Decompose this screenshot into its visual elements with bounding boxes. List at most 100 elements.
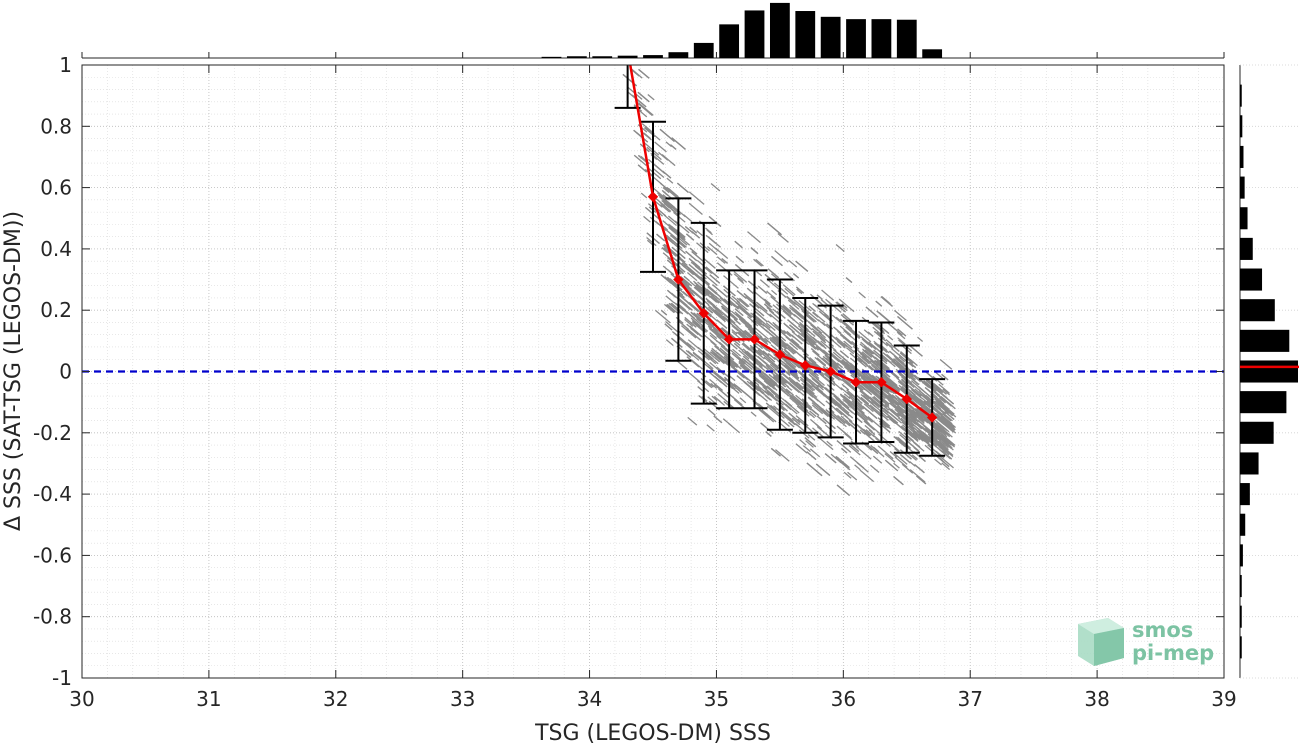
- scatter-point: [646, 146, 662, 161]
- scatter-point: [799, 439, 807, 446]
- scatter-point: [940, 415, 955, 428]
- scatter-point: [708, 322, 719, 332]
- scatter-point: [824, 387, 834, 395]
- scatter-point: [697, 386, 704, 392]
- scatter-point: [837, 405, 850, 417]
- scatter-point: [875, 300, 883, 307]
- scatter-point: [872, 455, 883, 464]
- scatter-point: [899, 454, 911, 464]
- scatter-point: [688, 257, 701, 269]
- scatter-point: [638, 68, 650, 79]
- scatter-point: [750, 346, 765, 360]
- scatter-point: [750, 411, 757, 417]
- scatter-point: [731, 310, 743, 321]
- scatter-point: [790, 360, 800, 369]
- scatter-point: [875, 365, 891, 378]
- logo-text-smos: smos: [1132, 618, 1193, 642]
- scatter-point: [863, 432, 875, 442]
- scatter-point: [831, 314, 842, 323]
- x-tick-label: 30: [69, 687, 94, 711]
- scatter-point: [709, 361, 725, 376]
- scatter-point: [917, 432, 930, 444]
- scatter-point: [805, 440, 814, 448]
- scatter-point: [846, 389, 860, 402]
- x-histogram-bar: [846, 19, 866, 58]
- scatter-point: [812, 311, 819, 318]
- scatter-point: [897, 436, 912, 449]
- scatter-point: [728, 312, 738, 321]
- scatter-point: [821, 321, 830, 329]
- scatter-point: [933, 404, 945, 414]
- scatter-point: [780, 412, 792, 423]
- scatter-point: [777, 232, 789, 243]
- scatter-point: [710, 382, 718, 389]
- scatter-point: [786, 343, 802, 357]
- scatter-point: [671, 137, 686, 150]
- scatter-point: [838, 359, 855, 373]
- scatter-point: [665, 339, 674, 347]
- x-histogram-bar: [643, 55, 663, 58]
- scatter-point: [873, 395, 888, 408]
- scatter-point: [938, 457, 945, 463]
- y-histogram-bar: [1240, 176, 1245, 199]
- scatter-point: [691, 321, 706, 333]
- scatter-point: [703, 258, 716, 269]
- scatter-point: [733, 318, 741, 325]
- scatter-point: [836, 440, 852, 453]
- scatter-point: [843, 365, 850, 372]
- scatter-point: [817, 384, 824, 391]
- scatter-point: [686, 342, 696, 351]
- scatter-point: [785, 414, 794, 423]
- x-tick-label: 31: [196, 687, 221, 711]
- scatter-point: [908, 361, 917, 369]
- scatter-point: [816, 357, 827, 366]
- scatter-point: [738, 360, 755, 375]
- scatter-point: [735, 255, 745, 264]
- scatter-point: [786, 295, 798, 306]
- scatter-point: [709, 334, 724, 347]
- scatter-point: [845, 326, 861, 340]
- x-histogram-bars: [541, 2, 943, 59]
- scatter-point: [811, 377, 824, 389]
- scatter-point: [867, 386, 876, 394]
- scatter-point: [772, 308, 781, 316]
- y-tick-label: -1: [52, 666, 72, 690]
- scatter-point: [666, 186, 682, 200]
- scatter-point: [685, 349, 694, 357]
- scatter-point: [830, 334, 846, 348]
- scatter-point: [822, 331, 835, 342]
- scatter-point: [838, 305, 846, 313]
- scatter-point: [843, 342, 856, 353]
- scatter-point: [687, 350, 700, 361]
- scatter-point: [755, 301, 768, 312]
- scatter-point: [659, 201, 672, 212]
- scatter-point: [861, 355, 873, 366]
- scatter-point: [749, 344, 763, 356]
- scatter-point: [783, 402, 792, 410]
- scatter-point: [934, 458, 943, 466]
- scatter-point: [662, 186, 670, 194]
- scatter-point: [871, 322, 886, 335]
- x-tick-label: 37: [957, 687, 982, 711]
- mean-line: [628, 65, 938, 423]
- scatter-point: [872, 434, 881, 442]
- scatter-point: [838, 298, 855, 313]
- scatter-point: [881, 376, 894, 387]
- scatter-point: [843, 340, 853, 349]
- scatter-point: [791, 417, 801, 426]
- scatter-point: [690, 317, 701, 327]
- scatter-point: [846, 391, 853, 397]
- scatter-point: [763, 372, 778, 385]
- scatter-point: [870, 444, 885, 458]
- scatter-point: [771, 289, 778, 296]
- scatter-point: [790, 338, 800, 346]
- scatter-point: [696, 266, 704, 273]
- scatter-point: [766, 306, 775, 314]
- scatter-point: [714, 375, 728, 388]
- scatter-point: [733, 271, 748, 283]
- scatter-point: [871, 363, 888, 377]
- y-tick-label: -0.4: [33, 482, 72, 506]
- scatter-point: [687, 416, 698, 426]
- scatter-point: [811, 404, 824, 415]
- scatter-point: [681, 262, 697, 276]
